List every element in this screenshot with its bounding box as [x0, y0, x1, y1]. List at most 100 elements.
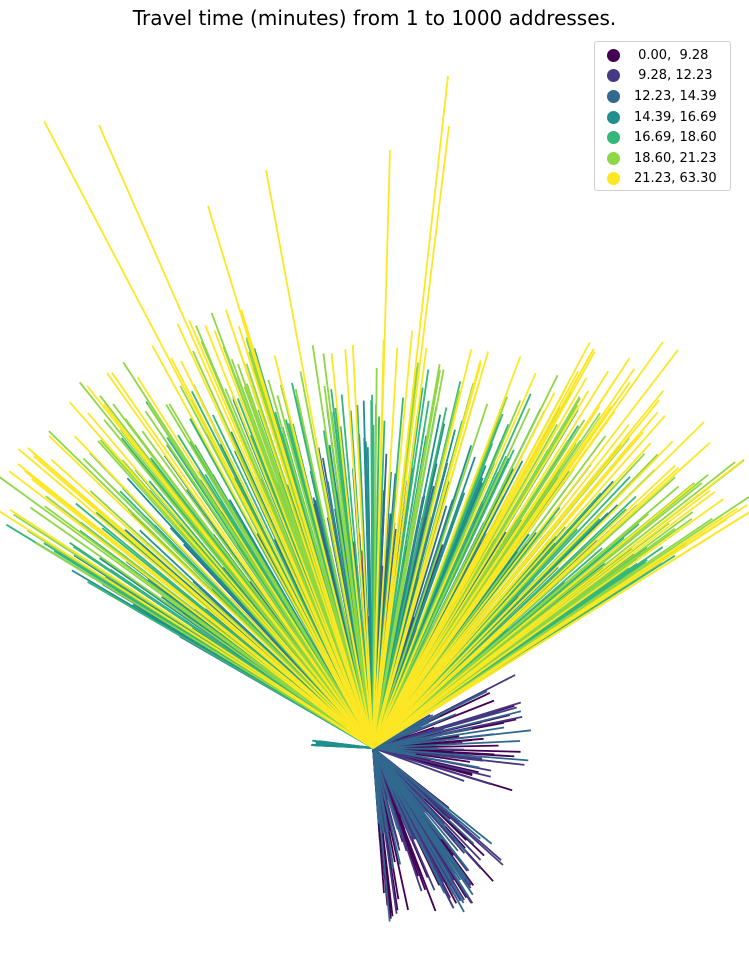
travel-line: [276, 395, 374, 749]
travel-line: [372, 330, 413, 749]
travel-line: [294, 388, 374, 749]
legend-label: 9.28, 12.23: [634, 68, 713, 84]
travel-line: [344, 349, 374, 749]
legend-item: 9.28, 12.23: [595, 66, 730, 87]
travel-line: [311, 345, 374, 749]
travel-line: [9, 508, 374, 749]
travel-line: [34, 541, 374, 749]
legend-marker: [607, 151, 620, 165]
travel-line: [207, 205, 374, 749]
travel-line: [82, 457, 374, 749]
travel-line: [0, 510, 374, 749]
travel-line: [213, 330, 374, 749]
travel-line: [372, 747, 475, 845]
travel-line: [372, 721, 430, 749]
legend-marker: [607, 69, 620, 83]
travel-line: [74, 435, 374, 749]
travel-line: [372, 431, 644, 749]
travel-line: [69, 401, 374, 749]
travel-line: [87, 581, 374, 749]
travel-line: [322, 353, 374, 749]
travel-line: [372, 727, 473, 749]
travel-line: [372, 747, 395, 869]
travel-line: [372, 747, 491, 786]
legend-label: 21.23, 63.30: [634, 171, 717, 187]
legend-marker: [607, 48, 620, 62]
travel-line: [372, 747, 439, 750]
travel-line: [29, 506, 374, 749]
travel-line: [372, 392, 556, 749]
travel-line: [372, 372, 537, 749]
travel-line: [372, 747, 491, 778]
legend-label: 16.69, 18.60: [634, 130, 717, 146]
legend: 0.00, 9.28 9.28, 12.23 12.23, 14.39 14.39,…: [594, 41, 731, 191]
travel-line: [372, 125, 450, 749]
travel-line: [372, 740, 521, 749]
legend-label: 0.00, 9.28: [634, 47, 709, 63]
legend-item: 16.69, 18.60: [595, 127, 730, 148]
travel-line: [372, 710, 522, 749]
travel-line: [33, 455, 374, 749]
travel-line: [0, 476, 374, 749]
travel-line: [372, 341, 664, 749]
travel-line: [351, 344, 374, 749]
travel-line: [372, 747, 462, 881]
travel-line: [8, 470, 374, 749]
travel-line: [372, 440, 674, 749]
travel-line: [372, 747, 529, 762]
travel-line: [43, 120, 374, 749]
legend-label: 14.39, 16.69: [634, 109, 717, 125]
travel-line: [372, 485, 680, 749]
legend-marker: [607, 131, 620, 145]
travel-line: [372, 390, 590, 749]
travel-line: [372, 747, 446, 894]
travel-line: [237, 363, 374, 749]
travel-line: [315, 741, 374, 749]
travel-line: [372, 364, 441, 749]
travel-line: [372, 484, 694, 749]
travel-line: [372, 491, 716, 749]
travel-line: [372, 421, 705, 749]
travel-line: [204, 324, 374, 749]
legend-item: 14.39, 16.69: [595, 107, 730, 128]
travel-line: [372, 370, 609, 749]
travel-line: [330, 353, 374, 749]
travel-line: [372, 442, 711, 749]
travel-line: [180, 360, 374, 749]
travel-line: [144, 410, 374, 749]
travel-line: [225, 309, 374, 749]
travel-line: [103, 403, 374, 749]
legend-marker: [607, 89, 620, 103]
travel-line: [372, 75, 449, 749]
travel-line: [124, 418, 374, 749]
travel-line: [48, 435, 374, 749]
legend-label: 18.60, 21.23: [634, 150, 717, 166]
legend-marker: [607, 172, 620, 186]
travel-line: [103, 419, 374, 749]
travel-line: [168, 403, 374, 749]
travel-line: [372, 747, 399, 830]
legend-item: 12.23, 14.39: [595, 86, 730, 107]
travel-line: [372, 511, 749, 749]
travel-line: [372, 747, 459, 852]
travel-line: [372, 747, 465, 913]
travel-line: [87, 412, 374, 749]
travel-line: [372, 367, 378, 749]
travel-line: [372, 351, 489, 749]
travel-line: [372, 424, 630, 749]
travel-line: [372, 371, 579, 749]
travel-line: [147, 404, 374, 749]
travel-line: [372, 747, 402, 865]
travel-line: [372, 459, 744, 749]
legend-item: 18.60, 21.23: [595, 148, 730, 169]
travel-line: [372, 407, 448, 749]
travel-line: [372, 747, 391, 922]
travel-line: [372, 747, 416, 755]
travel-line: [98, 124, 374, 749]
travel-line: [372, 415, 666, 749]
travel-line: [50, 459, 374, 749]
travel-line: [372, 390, 664, 749]
travel-line: [372, 516, 724, 749]
travel-line: [372, 747, 469, 854]
chart-title: Travel time (minutes) from 1 to 1000 add…: [132, 6, 617, 30]
